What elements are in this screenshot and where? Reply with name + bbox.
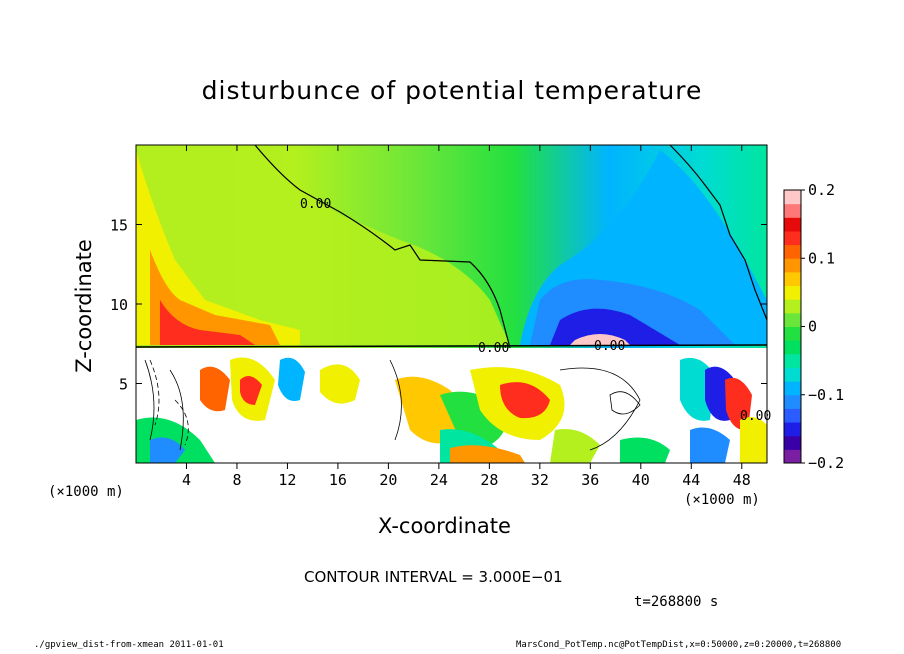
x-tick-label: 4 <box>182 471 191 489</box>
colorbar-swatch <box>784 190 801 205</box>
x-tick-label: 36 <box>581 471 599 489</box>
colorbar-swatch <box>784 408 801 423</box>
colorbar-swatch <box>784 449 801 464</box>
warm-region-yellowgreen <box>136 145 510 345</box>
x-tick-label: 20 <box>379 471 397 489</box>
cool-region-darkblue <box>550 308 680 345</box>
colorbar-swatch <box>784 217 801 232</box>
colorbar-swatch <box>784 435 801 450</box>
turbulent-patch <box>740 416 767 463</box>
colorbar: 0.2 0.1 0 −0.1 −0.2 <box>783 181 844 472</box>
x-unit-right: (×1000 m) <box>684 492 760 508</box>
colorbar-swatch <box>784 340 801 355</box>
zero-contour-right <box>669 144 768 321</box>
contour-label: 0.00 <box>740 409 771 424</box>
contour-label: 0.00 <box>478 341 509 356</box>
colorbar-swatch <box>784 422 801 437</box>
y-axis-ticks: 5 10 15 <box>110 217 767 394</box>
x-tick-label: 48 <box>733 471 751 489</box>
warm-region-yellow <box>136 150 300 345</box>
x-tick-label: 24 <box>430 471 448 489</box>
footer-left: ./gpview_dist-from-xmean 2011-01-01 <box>34 640 224 650</box>
contour-label: 0.00 <box>594 339 625 354</box>
colorbar-swatch <box>784 381 801 396</box>
colorbar-swatch <box>784 203 801 218</box>
turbulent-patch <box>690 427 730 463</box>
colorbar-swatch <box>784 394 801 409</box>
turbulent-patch <box>395 376 462 444</box>
colorbar-swatch <box>784 244 801 259</box>
contour-interval-note: CONTOUR INTERVAL = 3.000E−01 <box>304 568 563 586</box>
turbulent-patch <box>200 366 230 412</box>
turbulent-patch <box>150 437 185 463</box>
colorbar-swatch <box>784 353 801 368</box>
turbulent-patch <box>550 429 600 463</box>
negative-contours <box>149 359 189 446</box>
x-tick-label: 44 <box>682 471 700 489</box>
colorbar-swatch <box>784 271 801 287</box>
turbulent-patch <box>500 382 550 419</box>
colorbar-swatch <box>784 367 801 382</box>
field-layer <box>136 145 767 463</box>
turbulent-patch <box>320 364 360 404</box>
colorbar-swatch <box>784 230 801 246</box>
interface-pink <box>570 334 630 345</box>
colorbar-tick-label: 0.1 <box>808 249 835 267</box>
x-tick-label: 28 <box>480 471 498 489</box>
colorbar-tick-label: 0 <box>808 318 817 336</box>
x-axis-label: X-coordinate <box>378 514 511 538</box>
colorbar-swatch <box>784 299 801 314</box>
x-tick-label: 8 <box>232 471 241 489</box>
turbulent-patch <box>450 445 525 463</box>
colorbar-swatch <box>784 285 801 300</box>
warm-region-orange <box>150 250 280 345</box>
interface-contour <box>135 344 768 348</box>
colorbar-tick-label: 0.2 <box>808 181 835 199</box>
zero-contour-left <box>254 144 511 349</box>
turbulent-patch <box>240 376 262 405</box>
colorbar-tick-label: −0.2 <box>808 454 844 472</box>
turbulent-patch <box>725 377 752 431</box>
y-tick-label: 15 <box>110 217 128 235</box>
colorbar-swatch <box>784 258 801 273</box>
contour-label: 0.00 <box>300 197 331 212</box>
x-tick-label: 32 <box>531 471 549 489</box>
turbulent-patch <box>620 437 670 463</box>
turbulent-patch <box>278 357 305 401</box>
x-tick-label: 12 <box>278 471 296 489</box>
x-tick-label: 40 <box>632 471 650 489</box>
y-axis-label: Z-coordinate <box>72 239 96 373</box>
x-axis-ticks: 4 8 12 16 20 24 28 32 36 40 44 48 <box>182 145 751 489</box>
footer-right: MarsCond_PotTemp.nc@PotTempDist,x=0:5000… <box>516 640 842 650</box>
chart-title: disturbunce of potential temperature <box>201 76 703 105</box>
contour-layer: 0.00 0.00 0.00 0.00 <box>135 144 771 451</box>
x-unit-left: (×1000 m) <box>48 484 124 500</box>
x-tick-label: 16 <box>329 471 347 489</box>
colorbar-swatch <box>784 312 801 327</box>
y-tick-label: 5 <box>119 376 128 394</box>
time-label: t=268800 s <box>634 594 719 610</box>
warm-region-red <box>160 300 255 345</box>
colorbar-swatch <box>784 326 801 341</box>
colorbar-tick-label: −0.1 <box>808 386 844 404</box>
lower-contours <box>144 359 641 451</box>
y-tick-label: 10 <box>110 296 128 314</box>
